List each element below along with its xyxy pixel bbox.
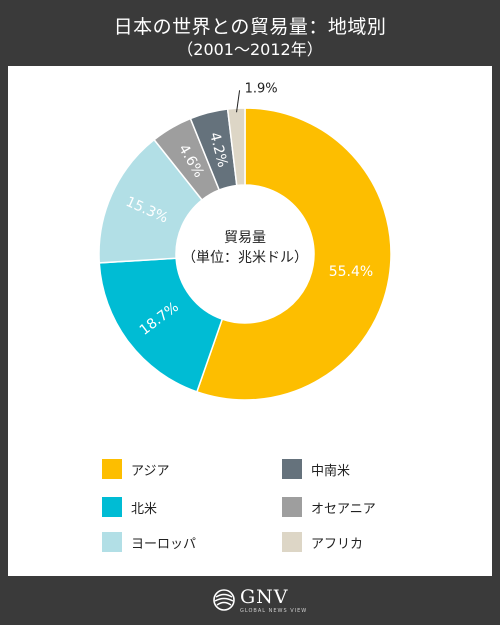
donut-chart: 55.4%18.7%15.3%4.6% 4.2%1.9% 貿易量 （単位：兆米ドル… [98, 81, 392, 401]
legend-item-north-america: 北米 [102, 497, 157, 517]
legend-label: アジア [131, 463, 170, 479]
center-label-unit: （単位：兆米ドル） [182, 250, 308, 266]
legend-item-asia: アジア [102, 459, 169, 479]
slice-5 [226, 107, 246, 187]
logo-subtext: GLOBAL NEWS VIEW [240, 608, 308, 614]
legend-swatch [282, 532, 302, 552]
legend-swatch [282, 459, 302, 479]
legend-swatch [102, 532, 122, 552]
legend-item-africa: アフリカ [282, 532, 363, 552]
center-label-title: 貿易量 [224, 230, 266, 246]
legend-label: 中南米 [311, 463, 351, 479]
legend-swatch [282, 497, 302, 517]
legend-item-europe: ヨーロッパ [102, 532, 196, 552]
gnv-logo: GNV GLOBAL NEWS VIEW [212, 584, 312, 618]
chart-panel: 55.4% 18.7% 15.3% 4.6% 4.2% 1.9% 貿易量 （単位：兆米ドル… [8, 66, 492, 576]
footer: GNV GLOBAL NEWS VIEW [0, 576, 500, 625]
legend-item-latin-america: 中南米 [282, 459, 350, 479]
legend-swatch [102, 459, 122, 479]
slice-label-5: 1.9% [245, 81, 278, 96]
slice-1 [98, 257, 224, 393]
chart-subtitle: （2001～2012年） [177, 40, 323, 59]
legend-swatch [102, 497, 122, 517]
leader-line-5 [236, 90, 241, 113]
legend-item-oceania: オセアニア [282, 497, 376, 517]
globe-icon [213, 589, 235, 611]
legend-label: アフリカ [311, 536, 364, 552]
header: 日本の世界との貿易量：地域別 （2001～2012年） [0, 0, 500, 66]
legend-label: 北米 [131, 501, 158, 517]
chart-title: 日本の世界との貿易量：地域別 [113, 16, 387, 38]
legend-label: ヨーロッパ [131, 536, 197, 552]
logo-text: GNV [240, 586, 289, 608]
legend-label: オセアニア [311, 501, 376, 517]
slice-label-0: 55.4% [329, 264, 373, 280]
